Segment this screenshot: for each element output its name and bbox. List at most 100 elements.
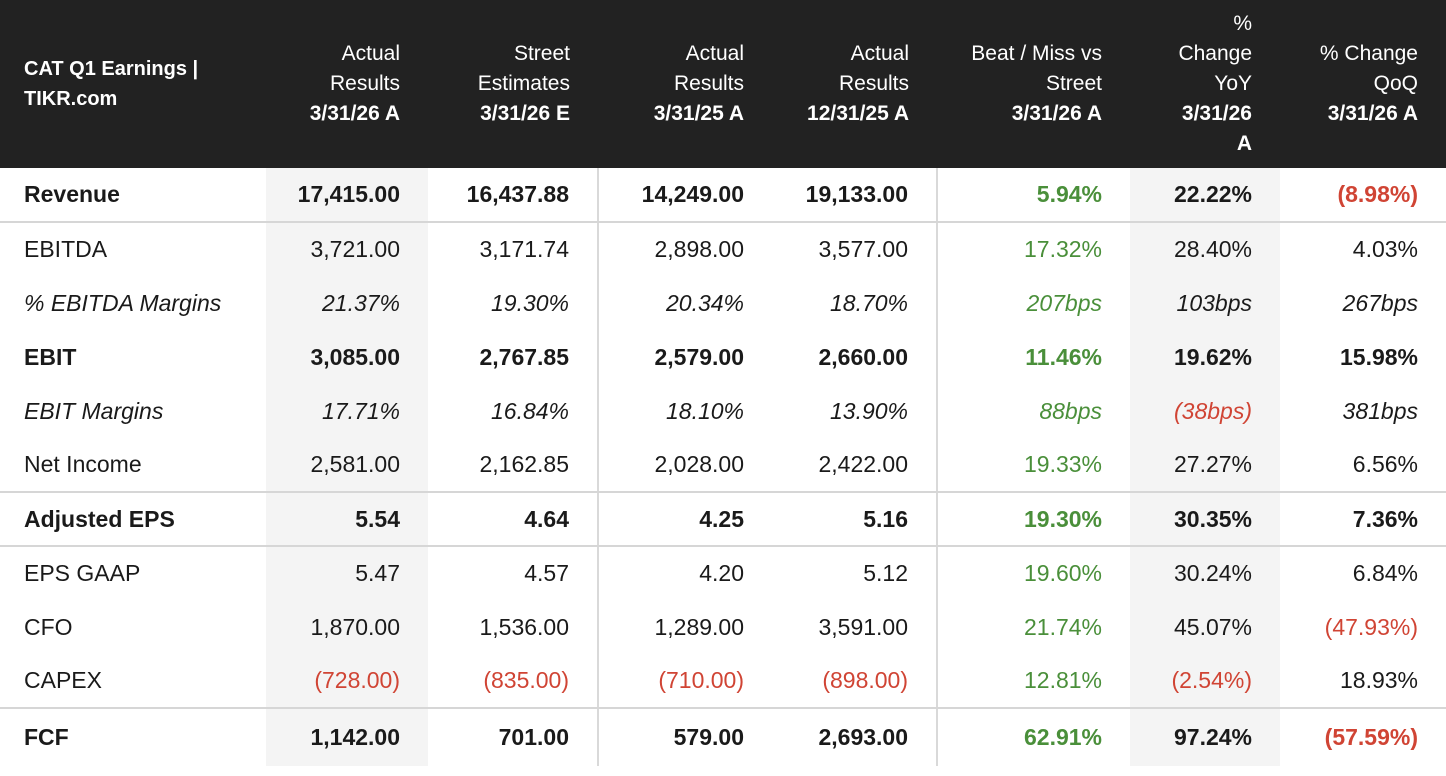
- cell-street-estimate: 19.30%: [428, 276, 599, 330]
- cell-actual-q4-25: 19,133.00: [772, 168, 938, 223]
- cell-actual-q1-26: 3,085.00: [266, 330, 428, 384]
- cell-actual-q1-26: 17.71%: [266, 384, 428, 438]
- table-row-ebitda[interactable]: EBITDA 3,721.00 3,171.74 2,898.00 3,577.00 17…: [0, 222, 1446, 276]
- cell-street-estimate: (835.00): [428, 654, 599, 709]
- table-row-ebitda-margins[interactable]: % EBITDA Margins 21.37% 19.30% 20.34% 18.70%…: [0, 276, 1446, 330]
- cell-actual-q1-26: 1,142.00: [266, 708, 428, 766]
- cell-beat-miss: 19.60%: [1023, 560, 1102, 586]
- col-header-actual-q4-25[interactable]: Actual Results 12/31/25 A: [772, 0, 937, 168]
- cell-actual-q4-25: 2,660.00: [772, 330, 938, 384]
- cell-change-yoy: (2.54%): [1130, 654, 1280, 709]
- cell-actual-q1-26: 5.47: [266, 546, 428, 600]
- row-label: CAPEX: [0, 654, 266, 709]
- cell-actual-q1-26: 5.54: [266, 492, 428, 547]
- cell-change-qoq: 18.93%: [1280, 654, 1446, 709]
- cell-actual-q1-26: (728.00): [266, 654, 428, 709]
- col-header-date: 12/31/25 A: [807, 102, 909, 125]
- col-header-line3: Estimates: [477, 72, 570, 95]
- row-label: FCF: [24, 724, 69, 750]
- cell-change-yoy: (38bps): [1130, 384, 1280, 438]
- cell-change-yoy: 22.22%: [1130, 168, 1280, 223]
- cell-change-yoy: 19.62%: [1130, 330, 1280, 384]
- row-label: % EBITDA Margins: [24, 289, 222, 316]
- row-label: EPS GAAP: [24, 560, 141, 586]
- cell-actual-q4-25: 5.16: [772, 492, 938, 547]
- cell-street-estimate: 3,171.74: [428, 222, 599, 276]
- table-row-adjusted-eps[interactable]: Adjusted EPS 5.54 4.64 4.25 5.16 19.30% 30.35%…: [0, 492, 1446, 547]
- col-header-change-yoy[interactable]: % Change YoY 3/31/26 A: [1130, 0, 1280, 168]
- cell-change-yoy: 97.24%: [1130, 708, 1280, 766]
- col-header-street-estimates[interactable]: Street Estimates 3/31/26 E: [428, 0, 598, 168]
- cell-actual-q1-25: 579.00: [673, 724, 744, 750]
- table-row-revenue[interactable]: Revenue 17,415.00 16,437.88 14,249.00 19,133…: [0, 168, 1446, 223]
- col-header-line2: Actual: [341, 42, 400, 65]
- col-header-date: 3/31/26 E: [480, 102, 570, 125]
- col-header-line3: YoY: [1214, 72, 1252, 95]
- cell-change-yoy: 27.27%: [1130, 438, 1280, 493]
- cell-change-qoq: 6.84%: [1352, 560, 1418, 586]
- cell-change-qoq: (57.59%): [1324, 724, 1418, 750]
- row-label: CFO: [24, 613, 73, 640]
- row-label: Adjusted EPS: [0, 492, 266, 547]
- cell-beat-miss: 17.32%: [1023, 236, 1102, 262]
- cell-beat-miss: 21.74%: [1023, 613, 1102, 640]
- cell-change-qoq: 6.56%: [1280, 438, 1446, 493]
- col-header-change-qoq[interactable]: % Change QoQ 3/31/26 A: [1280, 0, 1446, 168]
- cell-change-qoq: (8.98%): [1280, 168, 1446, 223]
- col-header-line2: Street: [513, 42, 570, 65]
- row-label: EBIT: [24, 343, 77, 370]
- cell-street-estimate: 1,536.00: [428, 600, 599, 654]
- col-header-line2: % Change: [1319, 42, 1418, 65]
- row-label: Net Income: [0, 438, 266, 493]
- cell-change-yoy: 103bps: [1130, 276, 1280, 330]
- col-header-line2: Actual: [685, 42, 744, 65]
- col-header-line3: Results: [329, 72, 400, 95]
- col-header-date: 3/31/26 A: [1327, 102, 1418, 125]
- cell-actual-q4-25: 3,577.00: [772, 222, 938, 276]
- table-header-row: CAT Q1 Earnings | TIKR.com Actual Result…: [0, 0, 1446, 168]
- row-label: Revenue: [0, 168, 266, 223]
- cell-change-qoq: 267bps: [1342, 289, 1418, 316]
- col-header-line1: %: [1233, 12, 1252, 35]
- cell-beat-miss: 11.46%: [1025, 343, 1102, 370]
- table-row-ebit[interactable]: EBIT 3,085.00 2,767.85 2,579.00 2,660.00 11.4…: [0, 330, 1446, 384]
- cell-actual-q1-25: 4.20: [699, 560, 744, 586]
- col-header-date: 3/31/26 A: [309, 102, 400, 125]
- cell-street-estimate: 2,162.85: [428, 438, 599, 493]
- table-row-eps-gaap[interactable]: EPS GAAP 5.47 4.57 4.20 5.12 19.60% 30.24% 6.84…: [0, 546, 1446, 600]
- table-row-ebit-margins[interactable]: EBIT Margins 17.71% 16.84% 18.10% 13.90% 88bp…: [0, 384, 1446, 438]
- col-header-beat-miss[interactable]: Beat / Miss vs Street 3/31/26 A: [937, 0, 1130, 168]
- cell-actual-q1-25: 4.25: [598, 492, 772, 547]
- cell-change-qoq: 381bps: [1342, 397, 1418, 424]
- col-header-line3: Results: [838, 72, 909, 95]
- col-header-line3: QoQ: [1373, 72, 1418, 95]
- col-header-line2: Change: [1178, 42, 1252, 65]
- cell-actual-q4-25: (898.00): [772, 654, 938, 709]
- table-title-line2: TIKR.com: [24, 88, 118, 110]
- cell-actual-q1-26: 1,870.00: [266, 600, 428, 654]
- cell-beat-miss: 12.81%: [937, 654, 1130, 709]
- cell-actual-q1-25: 20.34%: [665, 289, 744, 316]
- table-row-cfo[interactable]: CFO 1,870.00 1,536.00 1,289.00 3,591.00 21.74…: [0, 600, 1446, 654]
- cell-actual-q1-25: 2,028.00: [598, 438, 772, 493]
- cell-change-qoq: (47.93%): [1324, 613, 1418, 640]
- cell-actual-q4-25: 5.12: [772, 546, 938, 600]
- cell-change-yoy: 45.07%: [1130, 600, 1280, 654]
- table-body: Revenue 17,415.00 16,437.88 14,249.00 19,133…: [0, 168, 1446, 766]
- col-header-actual-q1-25[interactable]: Actual Results 3/31/25 A: [598, 0, 772, 168]
- cell-street-estimate: 701.00: [428, 708, 599, 766]
- cell-change-qoq: 15.98%: [1339, 343, 1418, 370]
- cell-actual-q4-25: 18.70%: [772, 276, 938, 330]
- col-header-line3: Results: [673, 72, 744, 95]
- cell-actual-q1-25: 2,579.00: [654, 343, 744, 370]
- col-header-actual-q1-26[interactable]: Actual Results 3/31/26 A: [266, 0, 428, 168]
- table-row-capex[interactable]: CAPEX (728.00) (835.00) (710.00) (898.00) 12.…: [0, 654, 1446, 709]
- cell-change-yoy: 28.40%: [1130, 222, 1280, 276]
- cell-actual-q1-25: 14,249.00: [598, 168, 772, 223]
- table-row-fcf[interactable]: FCF 1,142.00 701.00 579.00 2,693.00 62.91% 97.…: [0, 708, 1446, 766]
- row-label: EBITDA: [24, 236, 108, 262]
- table-row-net-income[interactable]: Net Income 2,581.00 2,162.85 2,028.00 2,422.…: [0, 438, 1446, 493]
- cell-actual-q4-25: 2,693.00: [772, 708, 938, 766]
